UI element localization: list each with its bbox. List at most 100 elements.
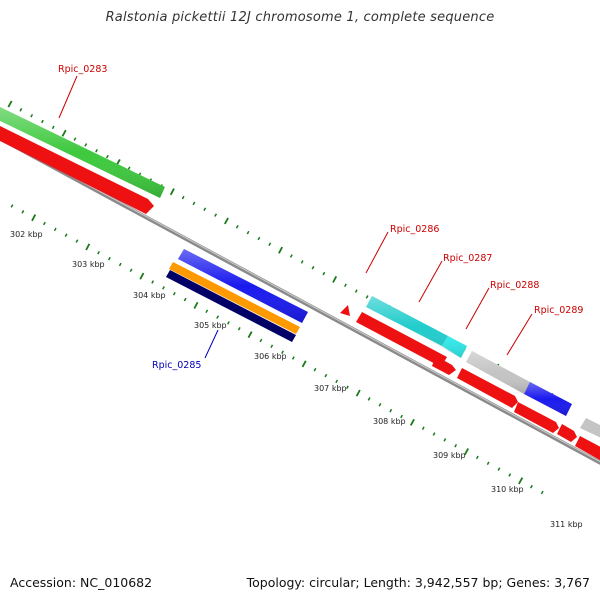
- outer-minor-tick: [246, 230, 250, 235]
- cds-Rpic_0288-arrow[interactable]: [457, 368, 518, 408]
- outer-major-tick: [61, 129, 67, 137]
- inner-minor-tick: [508, 473, 512, 477]
- inner-minor-tick: [151, 280, 155, 284]
- outer-minor-tick: [84, 143, 88, 147]
- outer-minor-tick: [289, 254, 293, 258]
- gene-Rpic_0289-bar[interactable]: [524, 382, 572, 416]
- inner-minor-tick: [421, 426, 425, 430]
- callout-lines: [58, 75, 533, 359]
- inner-minor-tick: [313, 367, 317, 372]
- gene-label-Rpic_0289[interactable]: Rpic_0289: [534, 305, 583, 316]
- outer-minor-tick: [203, 207, 207, 212]
- cds-Rpic_0283-arrow[interactable]: [0, 126, 154, 214]
- cds-Rpic_0285-orange[interactable]: [169, 262, 300, 334]
- outer-major-tick: [169, 188, 175, 196]
- outer-major-tick: [278, 246, 283, 254]
- outer-minor-tick: [235, 225, 239, 229]
- accession-value: NC_010682: [80, 575, 153, 590]
- inner-minor-tick: [216, 315, 220, 319]
- inner-minor-tick: [97, 251, 100, 255]
- gene-Rpic_0285-bar[interactable]: [178, 249, 308, 323]
- tick-label-309: 309 kbp: [433, 451, 466, 460]
- gene-label-Rpic_0288[interactable]: Rpic_0288: [490, 280, 539, 291]
- outer-minor-tick: [268, 242, 272, 247]
- tick-label-303: 303 kbp: [72, 260, 105, 269]
- inner-major-tick: [409, 418, 415, 426]
- outer-minor-tick: [105, 154, 109, 159]
- inner-minor-tick: [43, 221, 46, 226]
- inner-minor-tick: [335, 379, 339, 384]
- gene-label-Rpic_0286[interactable]: Rpic_0286: [390, 224, 439, 235]
- inner-major-tick: [518, 477, 524, 485]
- outer-major-tick: [7, 100, 13, 108]
- inner-minor-tick: [530, 484, 533, 489]
- outer-major-tick: [224, 217, 229, 225]
- inner-minor-tick: [259, 338, 263, 343]
- inner-major-tick: [355, 389, 361, 397]
- inner-major-tick: [193, 301, 199, 309]
- outer-minor-tick: [181, 195, 185, 200]
- map-title: Ralstonia pickettii 12J chromosome 1, co…: [105, 10, 495, 25]
- outer-minor-tick: [95, 149, 98, 153]
- gene-labels: Rpic_0283 Rpic_0285 Rpic_0286 Rpic_0287 …: [58, 64, 583, 371]
- cds-Rpic_0286-arrow[interactable]: [356, 312, 447, 367]
- cds-Rpic_0289-arrow[interactable]: [514, 402, 559, 433]
- inner-tick-row: [10, 204, 544, 495]
- outer-minor-tick: [300, 260, 304, 264]
- inner-minor-tick: [497, 467, 501, 471]
- inner-minor-tick: [183, 297, 187, 302]
- inner-major-tick: [464, 448, 469, 456]
- outer-major-tick: [332, 275, 338, 283]
- gene-Rpic_0283-bar[interactable]: [0, 107, 165, 198]
- outer-minor-tick: [354, 289, 358, 293]
- inner-major-tick: [247, 331, 253, 339]
- inner-minor-tick: [367, 397, 371, 401]
- tick-label-302: 302 kbp: [10, 230, 43, 239]
- feature-marker-triangle: [340, 305, 350, 316]
- inner-minor-tick: [281, 350, 284, 354]
- inner-minor-tick: [540, 490, 544, 495]
- inner-minor-tick: [291, 356, 295, 360]
- inner-minor-tick: [10, 204, 14, 208]
- tick-label-310: 310 kbp: [491, 485, 524, 494]
- gene-Rpic_0288-bar[interactable]: [466, 351, 530, 394]
- inner-minor-tick: [432, 432, 436, 436]
- inner-minor-tick: [107, 256, 111, 261]
- outer-minor-tick: [322, 271, 326, 276]
- inner-minor-tick: [75, 239, 79, 243]
- topology-summary: Topology: circular; Length: 3,942,557 bp…: [246, 575, 590, 590]
- chromosome-backbone: [0, 136, 600, 465]
- inner-minor-tick: [475, 455, 479, 460]
- tick-label-308: 308 kbp: [373, 417, 406, 426]
- gene-label-Rpic_0283[interactable]: Rpic_0283: [58, 64, 107, 75]
- inner-minor-tick: [378, 403, 382, 407]
- inner-minor-tick: [64, 233, 68, 237]
- gene-Rpic_0286-bar[interactable]: [366, 296, 467, 358]
- inner-major-tick: [139, 272, 145, 280]
- outer-minor-tick: [365, 295, 369, 299]
- inner-minor-tick: [172, 291, 176, 296]
- inner-minor-tick: [486, 461, 490, 466]
- cds-Rpic_0287-arrow[interactable]: [432, 356, 456, 375]
- cds-next-arrow[interactable]: [557, 424, 600, 466]
- gene-label-Rpic_0285[interactable]: Rpic_0285: [152, 360, 201, 371]
- accession-label: Accession:: [10, 575, 77, 590]
- outer-minor-tick: [257, 236, 261, 241]
- outer-minor-tick: [311, 265, 315, 270]
- outer-minor-tick: [30, 113, 34, 118]
- outer-minor-tick: [41, 119, 44, 124]
- cds-Rpic_0285-navy[interactable]: [166, 270, 296, 342]
- inner-minor-tick: [118, 262, 122, 267]
- inner-minor-tick: [454, 443, 458, 448]
- tick-label-305: 305 kbp: [194, 321, 227, 330]
- inner-minor-tick: [205, 309, 209, 314]
- accession-footer: Accession: NC_010682: [10, 575, 152, 590]
- inner-minor-tick: [270, 344, 274, 349]
- outer-minor-tick: [344, 283, 347, 288]
- gene-label-Rpic_0287[interactable]: Rpic_0287: [443, 253, 492, 264]
- tick-label-311: 311 kbp: [550, 520, 583, 529]
- inner-minor-tick: [400, 414, 403, 419]
- gene-next-bar[interactable]: [580, 418, 600, 442]
- inner-major-tick: [301, 360, 307, 368]
